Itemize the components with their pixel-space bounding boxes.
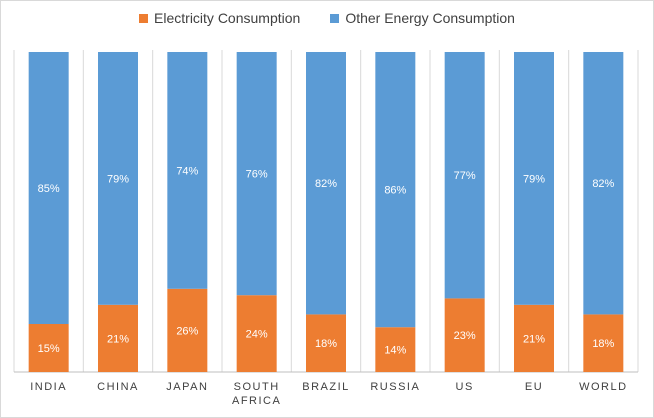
data-label-electricity: 18%: [315, 338, 337, 350]
data-label-electricity: 18%: [592, 338, 614, 350]
category-label: CHINA: [97, 381, 139, 393]
data-label-other: 79%: [523, 173, 545, 185]
category-label: INDIA: [30, 381, 67, 393]
category-label: SOUTH: [234, 381, 280, 393]
data-label-electricity: 21%: [107, 333, 129, 345]
category-label: JAPAN: [166, 381, 208, 393]
stacked-bar-chart: 15% 85% INDIA 21% 79% CHINA 26% 74% JAPAN 24% 76% S…: [0, 0, 654, 418]
data-label-other: 77%: [454, 170, 476, 182]
data-label-electricity: 21%: [523, 333, 545, 345]
data-label-other: 82%: [315, 178, 337, 190]
category-label: AFRICA: [232, 395, 281, 407]
data-label-electricity: 26%: [176, 325, 198, 337]
category-label: WORLD: [579, 381, 627, 393]
data-label-other: 79%: [107, 173, 129, 185]
data-label-electricity: 15%: [38, 343, 60, 355]
category-label: EU: [525, 381, 543, 393]
data-label-other: 86%: [384, 185, 406, 197]
data-label-electricity: 23%: [454, 330, 476, 342]
data-label-other: 85%: [38, 183, 60, 195]
data-label-other: 76%: [246, 169, 268, 181]
data-label-electricity: 24%: [246, 329, 268, 341]
category-label: RUSSIA: [370, 381, 420, 393]
data-label-other: 82%: [592, 178, 614, 190]
data-label-other: 74%: [176, 165, 198, 177]
data-label-electricity: 14%: [384, 345, 406, 357]
category-label: US: [456, 381, 474, 393]
category-label: BRAZIL: [302, 381, 350, 393]
